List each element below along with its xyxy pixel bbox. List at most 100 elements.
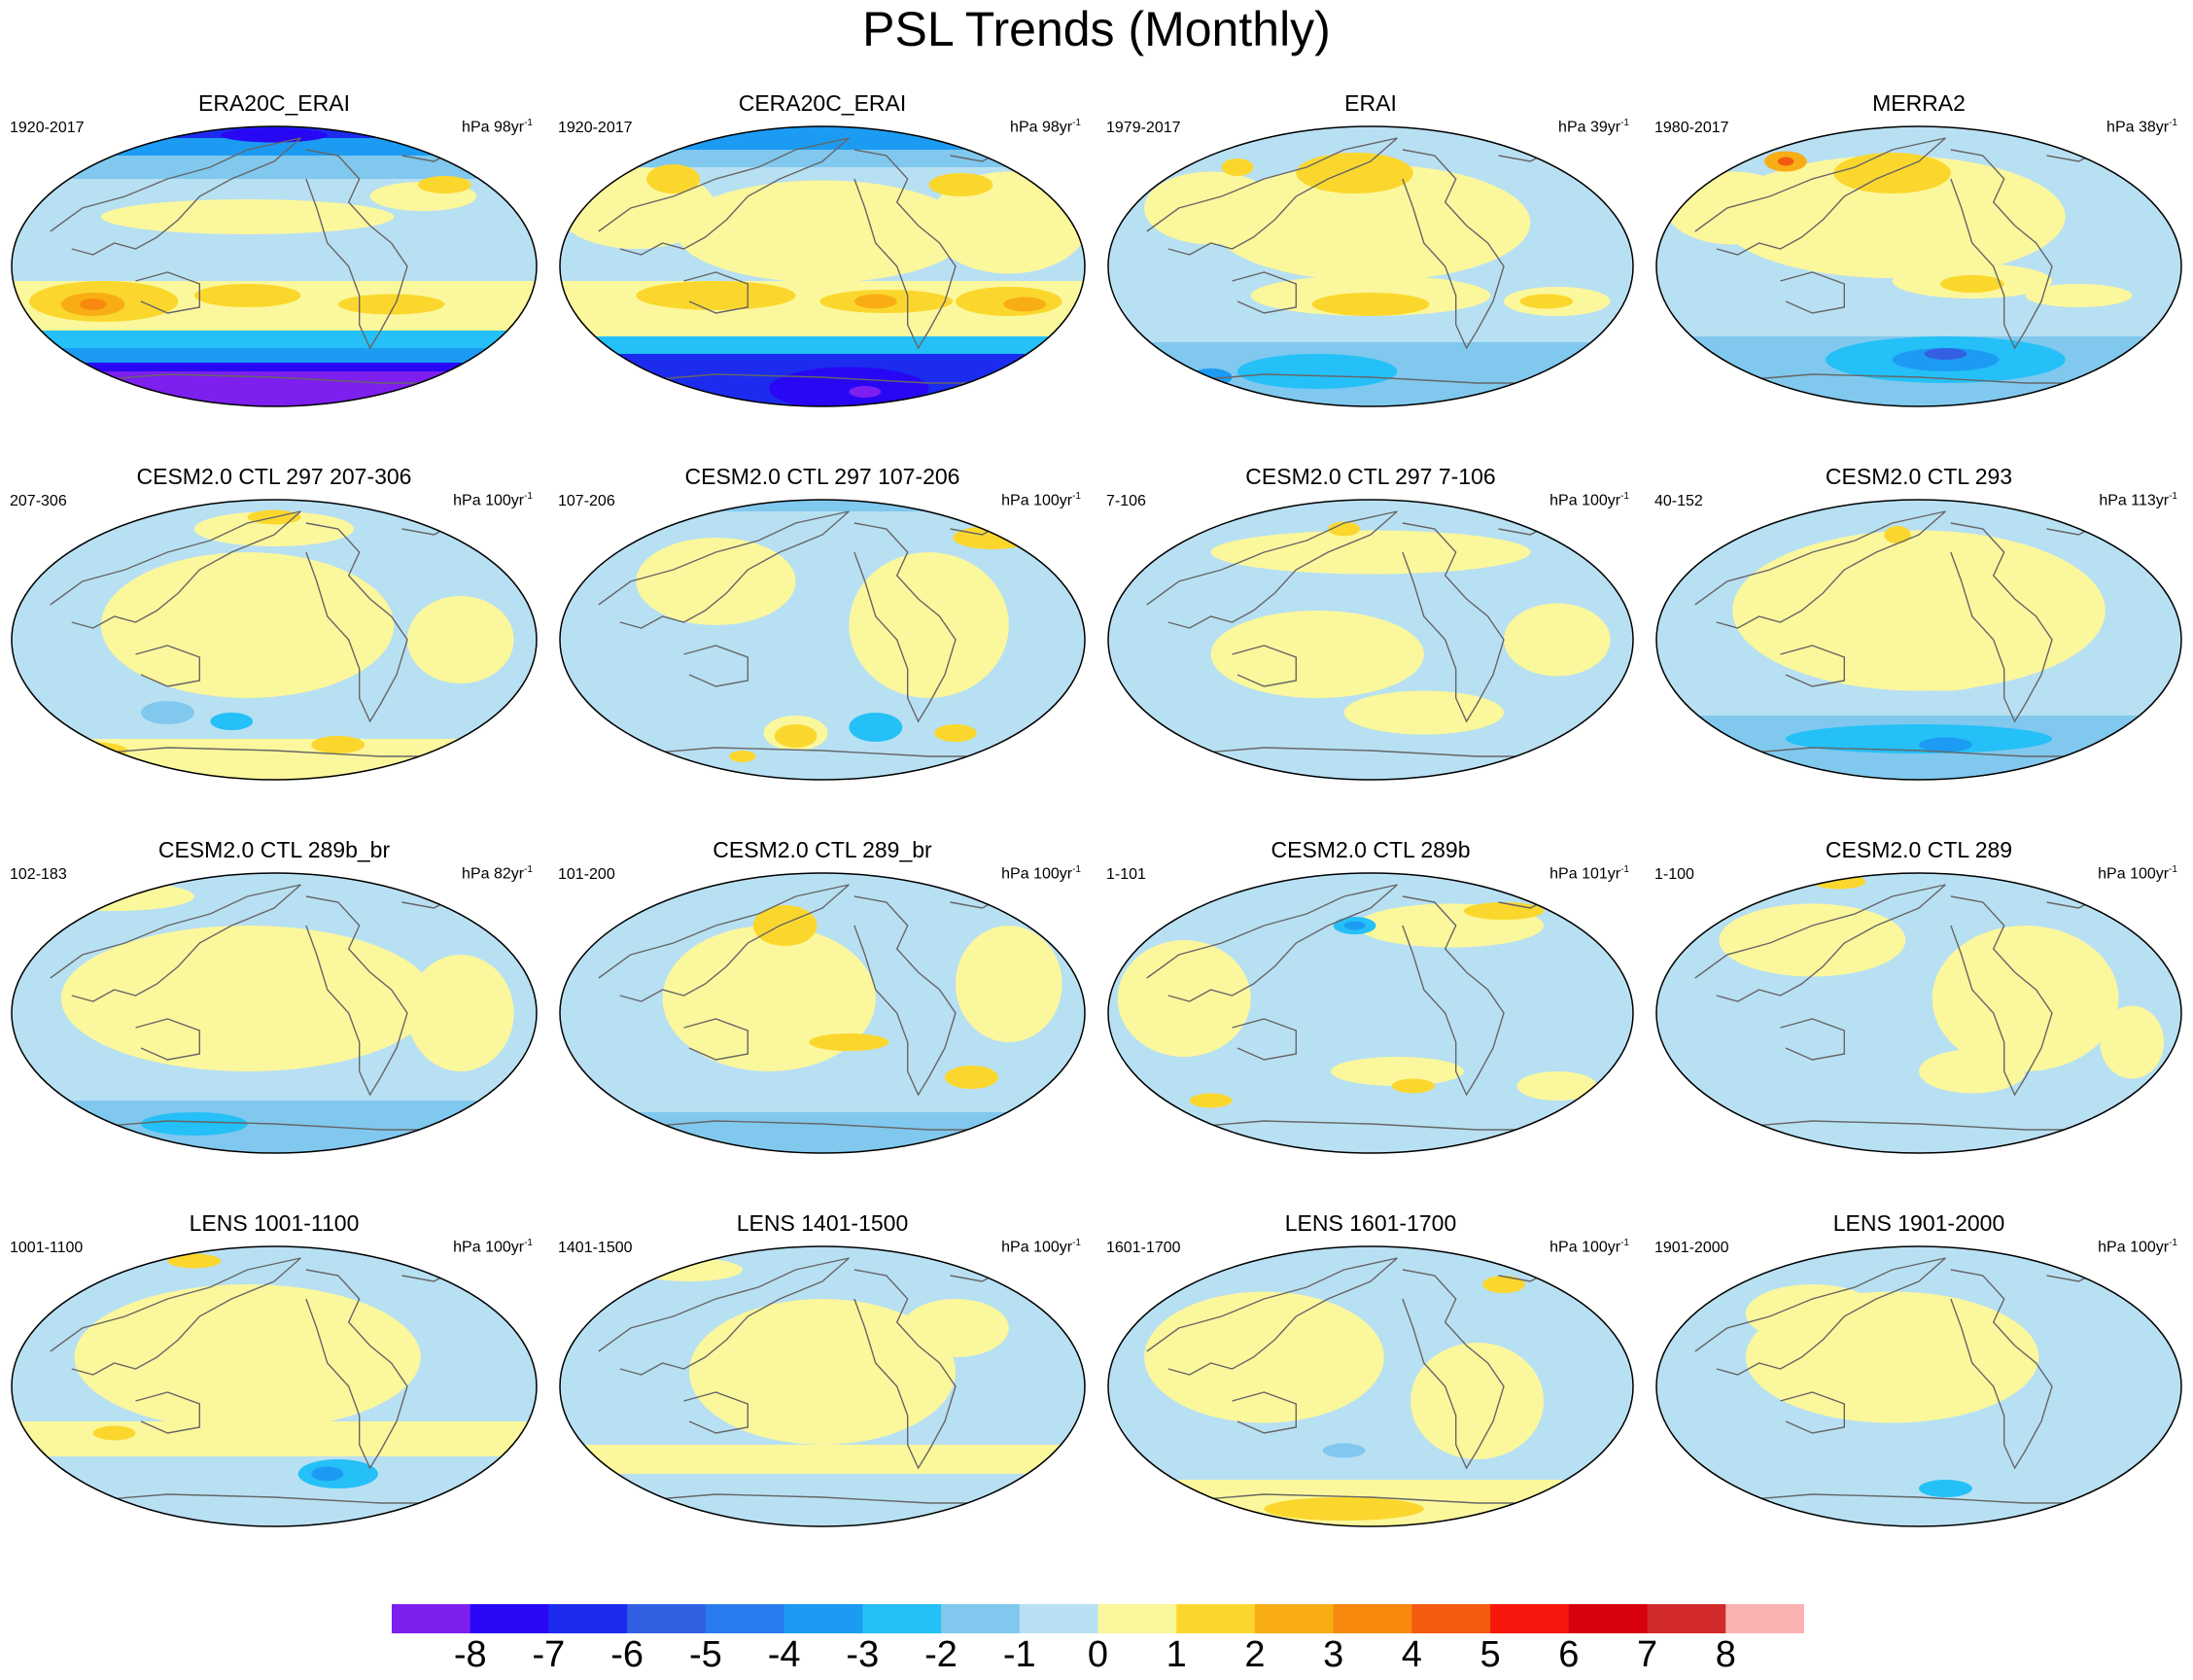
map-border xyxy=(559,872,1086,1154)
map-field xyxy=(560,873,1085,1153)
robinson-map xyxy=(11,872,538,1154)
colorbar-tick-label: -4 xyxy=(767,1634,801,1675)
panel-period: 1980-2017 xyxy=(1654,120,1729,136)
map-border xyxy=(1655,499,2182,781)
map-field xyxy=(1108,500,1633,780)
robinson-map xyxy=(1107,499,1634,781)
map-panel: CESM2.0 CTL 289_br 101-200 hPa 100yr-1 xyxy=(548,836,1096,1209)
units-base: hPa 39yr xyxy=(1558,119,1621,136)
colorbar-swatch xyxy=(1647,1604,1726,1633)
map-panel: CERA20C_ERAI 1920-2017 hPa 98yr-1 xyxy=(548,89,1096,463)
map-field xyxy=(12,873,537,1153)
units-exponent: -1 xyxy=(524,864,533,875)
robinson-map xyxy=(11,499,538,781)
panel-units: hPa 113yr-1 xyxy=(2099,487,2177,510)
colorbar-swatch xyxy=(1568,1604,1649,1633)
units-exponent: -1 xyxy=(1072,1238,1081,1248)
colorbar-tick-label: -3 xyxy=(846,1634,880,1675)
panel-period: 1-101 xyxy=(1106,866,1146,883)
coastlines xyxy=(1146,131,1584,384)
map-border xyxy=(1655,872,2182,1154)
units-base: hPa 38yr xyxy=(2106,119,2170,136)
panel-units: hPa 100yr-1 xyxy=(2098,1234,2177,1257)
panel-units: hPa 82yr-1 xyxy=(462,860,533,884)
map-border xyxy=(11,1245,538,1527)
colorbar-tick-label: 2 xyxy=(1244,1634,1266,1675)
panel-units: hPa 100yr-1 xyxy=(453,1234,533,1257)
robinson-map xyxy=(1655,1245,2182,1527)
map-border xyxy=(1655,1245,2182,1527)
panel-title: CESM2.0 CTL 297 107-206 xyxy=(684,464,960,489)
map-border xyxy=(1655,125,2182,407)
panel-units: hPa 38yr-1 xyxy=(2106,114,2177,137)
colorbar-swatch xyxy=(470,1604,549,1633)
panel-units: hPa 98yr-1 xyxy=(462,114,533,137)
panel-period: 107-206 xyxy=(558,493,615,509)
panel-units: hPa 98yr-1 xyxy=(1010,114,1081,137)
units-exponent: -1 xyxy=(1620,864,1629,875)
units-base: hPa 100yr xyxy=(1001,1239,1073,1256)
panel-period: 207-306 xyxy=(10,493,67,509)
map-field xyxy=(1108,873,1633,1153)
panel-title: CERA20C_ERAI xyxy=(738,90,907,116)
colorbar-swatch xyxy=(1097,1604,1177,1633)
units-base: hPa 100yr xyxy=(1549,492,1621,509)
panel-period: 7-106 xyxy=(1106,493,1146,509)
map-field xyxy=(560,1246,1085,1526)
colorbar-tick-label: -8 xyxy=(453,1634,487,1675)
robinson-map xyxy=(11,125,538,407)
units-base: hPa 100yr xyxy=(453,1239,525,1256)
map-field xyxy=(1108,126,1633,406)
colorbar-swatch xyxy=(941,1604,1021,1633)
map-panel: LENS 1401-1500 1401-1500 hPa 100yr-1 xyxy=(548,1209,1096,1583)
units-base: hPa 100yr xyxy=(1549,1239,1621,1256)
units-exponent: -1 xyxy=(2169,491,2177,502)
panel-period: 1901-2000 xyxy=(1654,1240,1729,1256)
map-panel: MERRA2 1980-2017 hPa 38yr-1 xyxy=(1645,89,2193,463)
map-border xyxy=(1107,872,1634,1154)
panel-period: 101-200 xyxy=(558,866,615,883)
units-base: hPa 98yr xyxy=(1010,119,1073,136)
panel-period: 1920-2017 xyxy=(558,120,633,136)
coastlines xyxy=(598,1251,1036,1504)
units-exponent: -1 xyxy=(2169,118,2177,128)
robinson-map xyxy=(559,125,1086,407)
units-base: hPa 100yr xyxy=(453,492,525,509)
colorbar xyxy=(392,1604,1804,1633)
robinson-map xyxy=(1655,125,2182,407)
panel-period: 1979-2017 xyxy=(1106,120,1181,136)
colorbar-tick-label: -2 xyxy=(924,1634,957,1675)
units-base: hPa 100yr xyxy=(1001,492,1073,509)
map-panel: ERA20C_ERAI 1920-2017 hPa 98yr-1 xyxy=(0,89,548,463)
colorbar-swatch xyxy=(1254,1604,1335,1633)
units-base: hPa 98yr xyxy=(462,119,525,136)
colorbar-swatch xyxy=(705,1604,785,1633)
colorbar-tick-label: 1 xyxy=(1166,1634,1187,1675)
colorbar-swatch xyxy=(548,1604,628,1633)
units-exponent: -1 xyxy=(1620,1238,1629,1248)
panel-units: hPa 100yr-1 xyxy=(1001,1234,1081,1257)
map-panel: CESM2.0 CTL 293 40-152 hPa 113yr-1 xyxy=(1645,463,2193,836)
robinson-map xyxy=(559,1245,1086,1527)
panel-title: CESM2.0 CTL 289_br xyxy=(713,837,932,862)
panel-title: CESM2.0 CTL 297 7-106 xyxy=(1245,464,1496,489)
panel-title: LENS 1001-1100 xyxy=(189,1210,360,1236)
panel-title: LENS 1901-2000 xyxy=(1832,1210,2005,1236)
map-field xyxy=(12,1246,537,1526)
panel-units: hPa 101yr-1 xyxy=(1549,860,1629,884)
map-panel: CESM2.0 CTL 289b_br 102-183 hPa 82yr-1 xyxy=(0,836,548,1209)
units-exponent: -1 xyxy=(1072,864,1081,875)
map-panel: LENS 1901-2000 1901-2000 hPa 100yr-1 xyxy=(1645,1209,2193,1583)
map-field xyxy=(560,500,1085,780)
units-exponent: -1 xyxy=(524,1238,533,1248)
panel-period: 1-100 xyxy=(1654,866,1694,883)
units-base: hPa 100yr xyxy=(1001,865,1073,883)
map-border xyxy=(11,499,538,781)
map-panel: LENS 1001-1100 1001-1100 hPa 100yr-1 xyxy=(0,1209,548,1583)
panel-title: CESM2.0 CTL 289b_br xyxy=(157,837,391,862)
map-panel: CESM2.0 CTL 289 1-100 hPa 100yr-1 xyxy=(1645,836,2193,1209)
units-exponent: -1 xyxy=(1620,118,1629,128)
colorbar-swatch xyxy=(1490,1604,1570,1633)
panel-units: hPa 100yr-1 xyxy=(453,487,533,510)
colorbar-swatch xyxy=(862,1604,942,1633)
